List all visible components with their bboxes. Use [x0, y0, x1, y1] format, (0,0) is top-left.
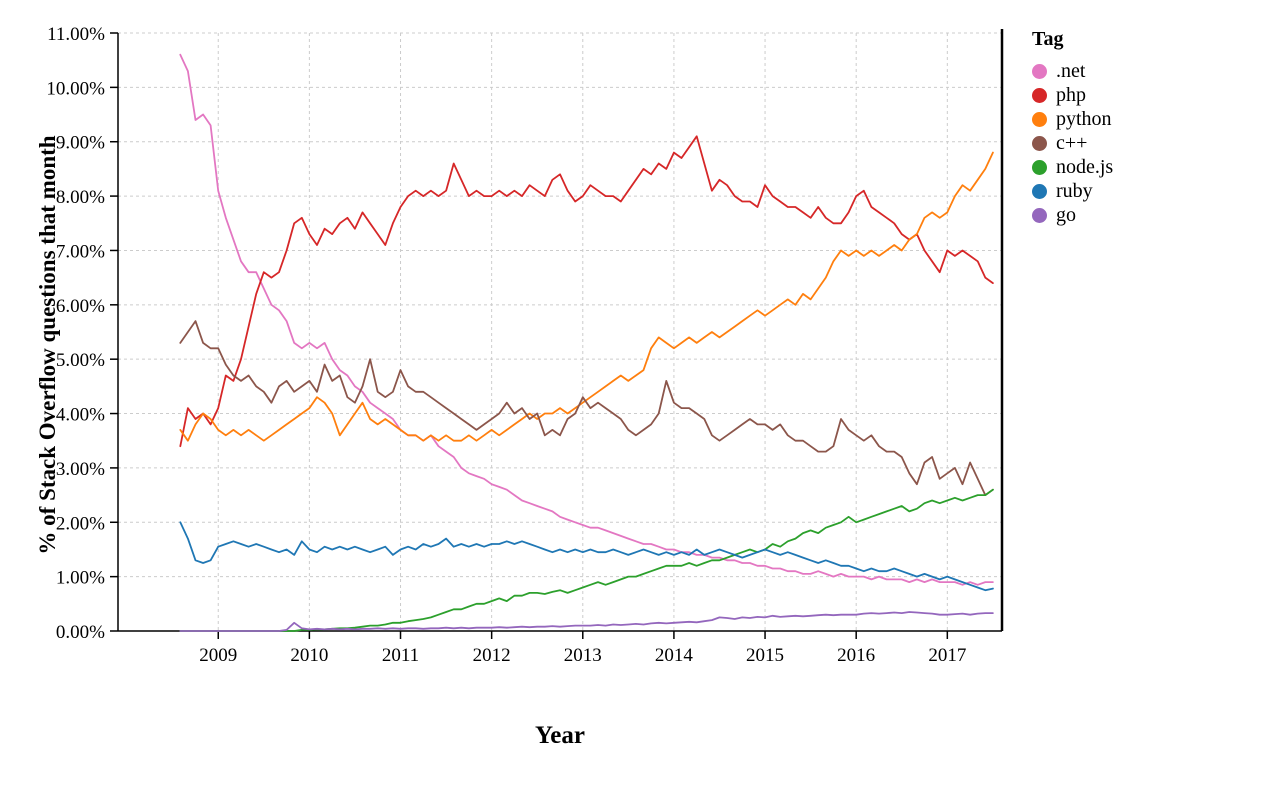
series-line-c++ — [179, 320, 994, 496]
y-tick-label: 0.00% — [56, 622, 105, 643]
legend-item-python: python — [1032, 109, 1113, 130]
y-axis-title: % of Stack Overflow questions that month — [35, 135, 60, 555]
y-tick-label: 6.00% — [56, 296, 105, 317]
y-tick-label: 7.00% — [56, 241, 105, 262]
x-tick-label: 2014 — [655, 645, 694, 666]
legend-item-label: go — [1056, 204, 1076, 226]
legend-item-go: go — [1032, 205, 1113, 226]
x-tick-label: 2011 — [382, 645, 419, 666]
x-tick-label: 2013 — [564, 645, 602, 666]
y-tick-label: 3.00% — [56, 459, 105, 480]
legend-swatch-icon — [1032, 112, 1047, 127]
legend-swatch-icon — [1032, 208, 1047, 223]
legend-item-label: ruby — [1056, 180, 1093, 202]
x-axis-title: Year — [535, 722, 585, 749]
x-tick-label: 2012 — [473, 645, 511, 666]
legend-swatch-icon — [1032, 160, 1047, 175]
legend-item-label: c++ — [1056, 132, 1088, 154]
legend-item-.net: .net — [1032, 61, 1113, 82]
y-tick-label: 5.00% — [56, 350, 105, 371]
series-line-ruby — [179, 521, 994, 592]
y-tick-label: 4.00% — [56, 405, 105, 426]
legend-item-label: python — [1056, 108, 1112, 130]
legend-item-label: .net — [1056, 60, 1086, 82]
series-line-.net — [179, 53, 994, 586]
x-tick-label: 2016 — [837, 645, 875, 666]
x-tick-label: 2009 — [199, 645, 237, 666]
legend-swatch-icon — [1032, 64, 1047, 79]
legend-item-php: php — [1032, 85, 1113, 106]
legend-swatch-icon — [1032, 136, 1047, 151]
legend-item-ruby: ruby — [1032, 181, 1113, 202]
x-tick-label: 2015 — [746, 645, 784, 666]
series-line-php — [179, 135, 994, 448]
legend-item-label: node.js — [1056, 156, 1114, 178]
y-tick-label: 9.00% — [56, 133, 105, 154]
x-tick-label: 2010 — [290, 645, 328, 666]
x-tick-label: 2017 — [928, 645, 966, 666]
y-tick-label: 11.00% — [47, 24, 105, 45]
legend-swatch-icon — [1032, 88, 1047, 103]
series-line-go — [179, 611, 994, 632]
y-tick-label: 10.00% — [46, 78, 105, 99]
series-line-node.js — [179, 488, 994, 632]
y-tick-label: 8.00% — [56, 187, 105, 208]
legend-item-node.js: node.js — [1032, 157, 1113, 178]
legend-title: Tag — [1032, 28, 1064, 50]
legend-item-c++: c++ — [1032, 133, 1113, 154]
legend-item-label: php — [1056, 84, 1086, 106]
legend-items: .net php python c++ node.js ruby go — [1032, 61, 1113, 226]
y-tick-label: 2.00% — [56, 513, 105, 534]
legend: Tag .net php python c++ node.js ruby go — [1032, 28, 1113, 229]
series-line-python — [179, 151, 994, 442]
legend-swatch-icon — [1032, 184, 1047, 199]
y-tick-label: 1.00% — [56, 568, 105, 589]
